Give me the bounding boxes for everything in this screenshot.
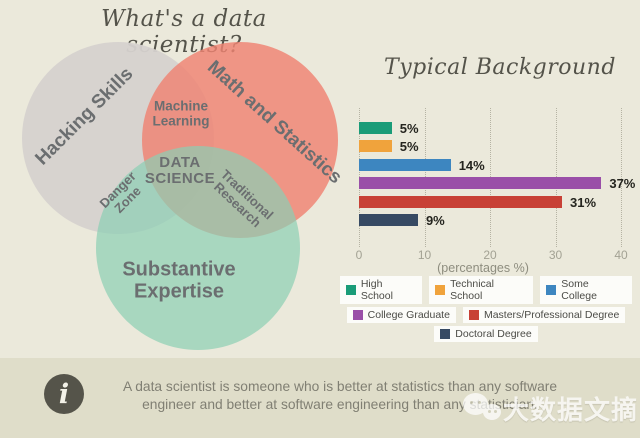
- bar-masters-degree: [359, 196, 563, 208]
- watermark-text: 大数据文摘: [502, 396, 638, 426]
- legend-row-2: College Graduate Masters/Professional De…: [340, 307, 632, 323]
- x-axis-label: (percentages %): [437, 261, 529, 275]
- substantive-line1: Substantive: [122, 258, 236, 281]
- tick-20: 20: [483, 248, 497, 262]
- bar-row-masters-degree: 31%: [359, 194, 597, 210]
- legend-item-college-graduate: College Graduate: [346, 307, 456, 323]
- legend-chip-some-college: [546, 285, 557, 295]
- gridline-40: [621, 108, 622, 247]
- bar-value-technical-school: 5%: [399, 138, 419, 154]
- chart-legend: High School Technical School Some Colleg…: [340, 276, 632, 345]
- venn-circle-substantive-expertise: [96, 146, 300, 350]
- legend-label-masters-degree: Masters/Professional Degree: [483, 309, 620, 321]
- legend-chip-masters-degree: [468, 310, 479, 320]
- legend-label-high-school: High School: [360, 278, 393, 302]
- substantive-line2: Expertise: [133, 280, 225, 302]
- bar-some-college: [359, 159, 451, 171]
- legend-chip-doctoral-degree: [440, 329, 451, 339]
- bar-doctoral-degree: [359, 214, 418, 226]
- venn-diagram: [22, 42, 338, 350]
- watermark: 大数据文摘: [461, 390, 638, 427]
- legend-chip-technical-school: [435, 285, 446, 295]
- legend-label-technical-school: Technical School: [450, 278, 494, 302]
- info-icon: i: [44, 374, 84, 414]
- data-science-line1: DATA: [159, 153, 201, 171]
- legend-label-doctoral-degree: Doctoral Degree: [455, 328, 532, 340]
- tick-0: 0: [355, 248, 363, 262]
- legend-item-doctoral-degree: Doctoral Degree: [434, 326, 538, 342]
- bar-value-some-college: 14%: [458, 157, 485, 173]
- legend-item-technical-school: Technical School: [429, 276, 534, 304]
- legend-row-1: High School Technical School Some Colleg…: [340, 276, 632, 304]
- footer-text: A data scientist is someone who is bette…: [95, 378, 585, 413]
- bar-row-some-college: 14%: [359, 157, 485, 173]
- wechat-icon: [461, 391, 503, 427]
- bar-technical-school: [359, 140, 392, 152]
- legend-label-college-graduate: College Graduate: [367, 309, 450, 321]
- footer-band: i A data scientist is someone who is bet…: [0, 358, 640, 438]
- bar-value-masters-degree: 31%: [570, 194, 597, 210]
- bar-row-high-school: 5%: [359, 120, 419, 136]
- ml-line1: Machine: [153, 98, 209, 114]
- venn-label-data-science: DATA SCIENCE: [144, 153, 216, 187]
- venn-label-machine-learning: Machine Learning: [152, 99, 209, 128]
- legend-row-3: Doctoral Degree: [340, 326, 632, 342]
- footer-text-line1: A data scientist is someone who is bette…: [122, 379, 558, 394]
- data-science-line2: SCIENCE: [144, 170, 216, 187]
- bar-value-high-school: 5%: [399, 120, 419, 136]
- bar-value-college-graduate: 37%: [609, 175, 636, 191]
- tick-10: 10: [417, 248, 432, 262]
- legend-chip-high-school: [346, 285, 356, 295]
- legend-item-masters-degree: Masters/Professional Degree: [462, 307, 626, 323]
- bar-high-school: [359, 122, 392, 134]
- bar-college-graduate: [359, 177, 602, 189]
- bar-row-doctoral-degree: 9%: [359, 212, 445, 228]
- ml-line2: Learning: [152, 113, 210, 128]
- chart-title: Typical Background: [384, 55, 616, 80]
- footer-text-line2: engineer and better at software engineer…: [142, 396, 538, 412]
- bar-value-doctoral-degree: 9%: [425, 212, 445, 228]
- legend-item-some-college: Some College: [540, 276, 632, 304]
- venn-label-substantive-expertise: Substantive Expertise: [122, 259, 235, 302]
- tick-40: 40: [614, 248, 628, 262]
- tick-30: 30: [548, 248, 563, 262]
- bar-row-technical-school: 5%: [359, 138, 419, 154]
- legend-label-some-college: Some College: [561, 278, 597, 302]
- bar-row-college-graduate: 37%: [359, 175, 636, 191]
- legend-item-high-school: High School: [340, 276, 423, 304]
- legend-chip-college-graduate: [352, 310, 363, 320]
